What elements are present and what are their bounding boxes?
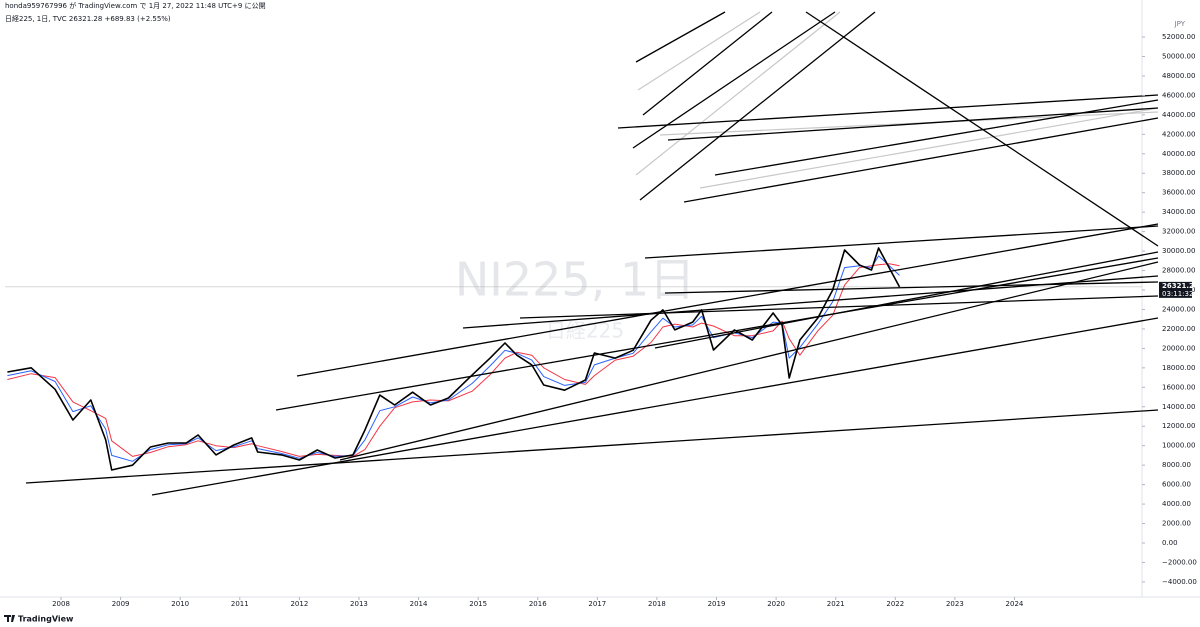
currency: JPY (1174, 20, 1186, 28)
trendline (714, 99, 1159, 176)
brand: TradingView (18, 615, 74, 624)
y-tick-label: 2000.00 (1162, 520, 1191, 528)
price-label-box (1159, 281, 1192, 298)
x-tick-label: 2024 (1006, 600, 1024, 608)
y-tick-label: 42000.00 (1162, 130, 1195, 138)
trendline (664, 281, 1159, 294)
y-tick-label: 34000.00 (1162, 208, 1195, 216)
x-tick-label: 2022 (886, 600, 904, 608)
y-tick-label: 8000.00 (1162, 461, 1191, 469)
trendline (637, 11, 761, 91)
x-tick-label: 2020 (767, 600, 785, 608)
y-tick-label: 40000.00 (1162, 150, 1195, 158)
countdown: 03:11:32 (1162, 290, 1193, 298)
watermark-sub: 日経225 (546, 319, 624, 343)
price-label: 26321.28 (1162, 282, 1199, 290)
x-tick-label: 2021 (827, 600, 845, 608)
y-tick-label: 16000.00 (1162, 383, 1195, 391)
x-tick-label: 2018 (648, 600, 666, 608)
y-tick-label: 4000.00 (1162, 500, 1191, 508)
header: honda959767996 が TradingView.com で 1月 27… (5, 1, 266, 10)
trendline (617, 94, 1159, 129)
y-tick-label: 44000.00 (1162, 111, 1195, 119)
brand-logo (4, 615, 15, 622)
x-tick-label: 2009 (112, 600, 130, 608)
trendline (25, 409, 1159, 484)
trendline (519, 295, 1159, 319)
y-tick-label: 24000.00 (1162, 305, 1195, 313)
y-tick-label: 6000.00 (1162, 481, 1191, 489)
y-tick-label: 28000.00 (1162, 267, 1195, 275)
watermark: NI225, 1日 (455, 253, 695, 307)
x-tick-label: 2010 (171, 600, 189, 608)
trendline (635, 11, 726, 63)
y-tick-label: 14000.00 (1162, 403, 1195, 411)
x-tick-label: 2017 (588, 600, 606, 608)
trendline (275, 257, 1159, 411)
trendlines (25, 11, 1159, 496)
x-tick-label: 2015 (469, 600, 487, 608)
y-tick-label: 46000.00 (1162, 91, 1195, 99)
trendline (642, 11, 773, 116)
x-tick-label: 2023 (946, 600, 964, 608)
x-tick-label: 2008 (52, 600, 70, 608)
x-tick-label: 2019 (708, 600, 726, 608)
y-tick-label: 10000.00 (1162, 442, 1195, 450)
x-tick-label: 2011 (231, 600, 249, 608)
trendline (339, 261, 1159, 461)
trendline (659, 111, 1159, 136)
x-tick-label: 2012 (290, 600, 308, 608)
trendline (639, 11, 876, 201)
x-tick-label: 2013 (350, 600, 368, 608)
y-tick-label: 36000.00 (1162, 189, 1195, 197)
y-tick-label: 32000.00 (1162, 228, 1195, 236)
y-tick-label: 48000.00 (1162, 72, 1195, 80)
y-tick-label: −2000.00 (1162, 558, 1197, 566)
y-tick-label: 50000.00 (1162, 52, 1195, 60)
y-tick-label: 38000.00 (1162, 169, 1195, 177)
y-tick-label: 12000.00 (1162, 422, 1195, 430)
legend: 日経225, 1日, TVC 26321.28 +689.83 (+2.55%) (5, 14, 171, 23)
y-tick-label: 18000.00 (1162, 364, 1195, 372)
trendline (805, 11, 1159, 247)
trendline (635, 11, 841, 176)
trendline (151, 317, 1159, 496)
y-tick-label: 22000.00 (1162, 325, 1195, 333)
y-tick-label: −4000.00 (1162, 578, 1197, 586)
trendline (699, 107, 1159, 189)
y-tick-label: 30000.00 (1162, 247, 1195, 255)
x-tick-label: 2014 (410, 600, 428, 608)
y-tick-label: 20000.00 (1162, 344, 1195, 352)
trendline (644, 225, 1159, 259)
y-tick-label: 0.00 (1162, 539, 1178, 547)
series-line (7, 255, 900, 462)
series-line (7, 263, 900, 457)
y-tick-label: 52000.00 (1162, 33, 1195, 41)
x-tick-label: 2016 (529, 600, 547, 608)
trendline (296, 223, 1159, 377)
trendline (654, 251, 1159, 349)
trendline (683, 117, 1159, 203)
